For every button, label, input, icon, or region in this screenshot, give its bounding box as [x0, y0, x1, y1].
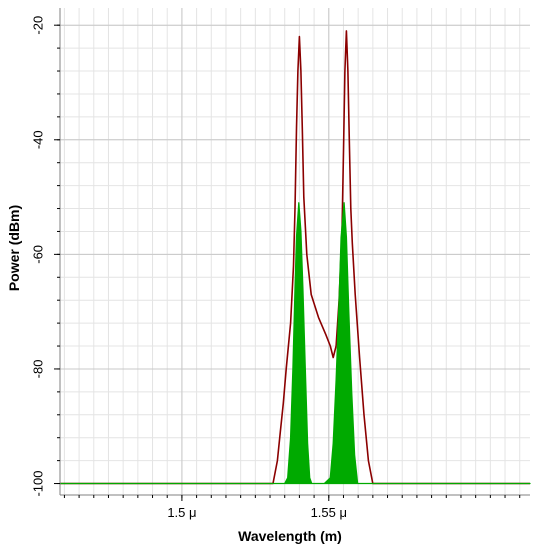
y-tick-label: -100 — [31, 471, 46, 497]
x-tick-label: 1.55 μ — [311, 505, 347, 520]
y-tick-label: -80 — [31, 360, 46, 379]
y-axis-title: Power (dBm) — [6, 205, 22, 291]
x-tick-label: 1.5 μ — [167, 505, 196, 520]
y-tick-label: -40 — [31, 130, 46, 149]
y-tick-label: -60 — [31, 245, 46, 264]
series-0-line — [60, 30, 530, 485]
series-1-area — [59, 202, 531, 485]
plot-axes: -20 -40 -60 -80 -100 1.5 μ 1.55 μ — [31, 8, 530, 520]
y-tick-label: -20 — [31, 16, 46, 35]
x-axis-title: Wavelength (m) — [238, 528, 342, 544]
plot-series — [59, 30, 531, 485]
